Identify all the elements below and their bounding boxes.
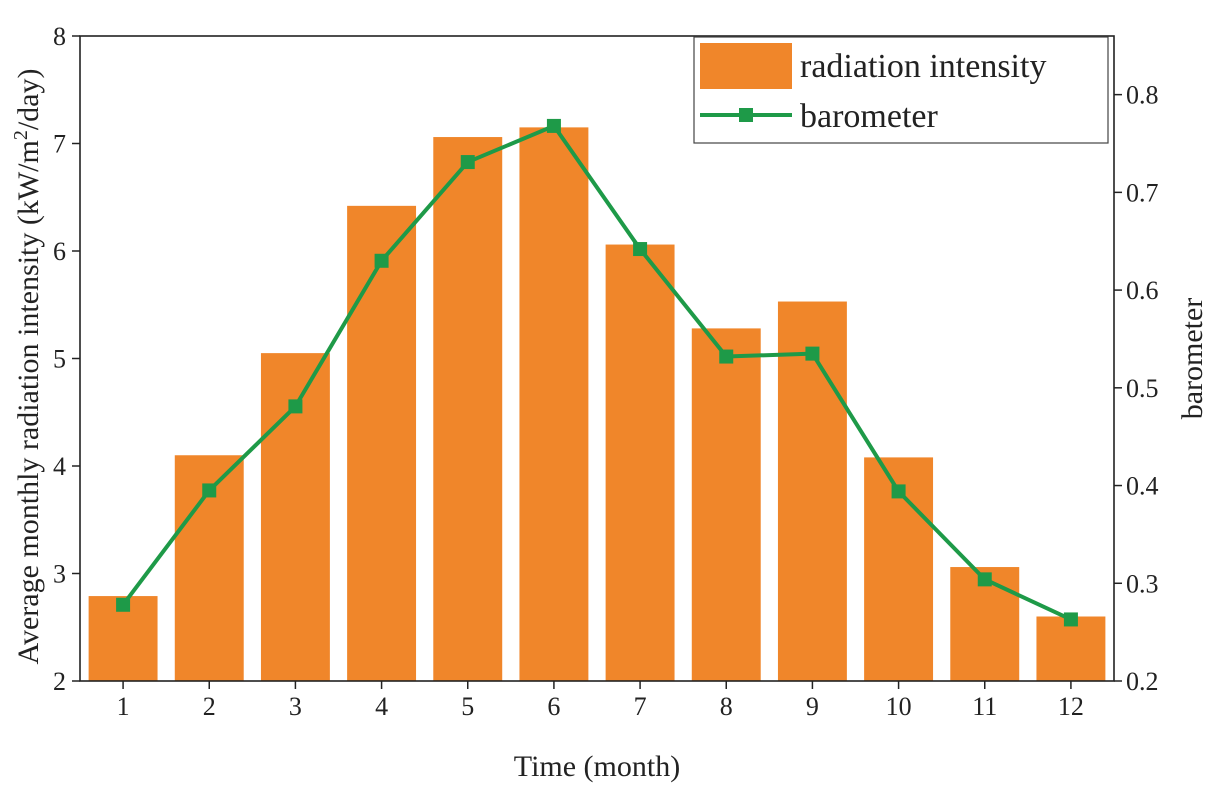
x-axis-title: Time (month) xyxy=(514,750,680,783)
barometer-point-month-12 xyxy=(1063,612,1078,627)
y2-tick-label: 0.3 xyxy=(1126,569,1159,598)
x-tick-label: 11 xyxy=(972,692,997,721)
x-tick-label: 10 xyxy=(886,692,912,721)
legend-swatch-barometer-marker xyxy=(739,108,753,122)
bar-month-8 xyxy=(691,328,761,681)
legend-label-radiation: radiation intensity xyxy=(800,48,1046,85)
y-tick-label: 6 xyxy=(53,237,66,266)
x-tick-label: 12 xyxy=(1058,692,1084,721)
y-tick-label: 4 xyxy=(53,452,66,481)
barometer-point-month-9 xyxy=(805,346,820,361)
y-axis-title-suffix: /day) xyxy=(12,69,45,131)
legend-swatch-radiation xyxy=(700,43,792,89)
x-tick-label: 2 xyxy=(203,692,216,721)
y2-tick-label: 0.4 xyxy=(1126,472,1159,501)
barometer-point-month-1 xyxy=(116,597,131,612)
barometer-point-month-4 xyxy=(374,253,389,268)
x-tick-label: 8 xyxy=(720,692,733,721)
y-axis-title-superscript: 2 xyxy=(10,130,32,140)
barometer-point-month-6 xyxy=(546,118,561,133)
bar-month-12 xyxy=(1036,616,1106,681)
x-tick-label: 4 xyxy=(375,692,388,721)
barometer-point-month-5 xyxy=(460,155,475,170)
barometer-point-month-7 xyxy=(633,242,648,257)
y-tick-label: 3 xyxy=(53,560,66,589)
y2-tick-label: 0.5 xyxy=(1126,374,1159,403)
y2-tick-label: 0.6 xyxy=(1126,276,1159,305)
barometer-point-month-3 xyxy=(288,399,303,414)
axes-layer: 1 2 3 4 5 6 7 8 9 10 11 1223456780.20.30.40.50.60.7… xyxy=(53,22,1159,721)
legend: radiation intensity barometer xyxy=(693,36,1109,144)
y-tick-label: 5 xyxy=(53,345,66,374)
bar-month-5 xyxy=(433,137,503,682)
barometer-line xyxy=(121,123,1072,622)
bar-month-7 xyxy=(605,244,675,682)
barometer-point-month-11 xyxy=(977,572,992,587)
y-axis-title: Average monthly radiation intensity (kW/… xyxy=(10,69,45,665)
y2-tick-label: 0.7 xyxy=(1126,178,1159,207)
x-tick-label: 9 xyxy=(806,692,819,721)
x-tick-label: 6 xyxy=(547,692,560,721)
bar-month-4 xyxy=(347,205,417,681)
line-layer xyxy=(116,118,1078,627)
x-tick-label: 7 xyxy=(634,692,647,721)
x-tick-label: 3 xyxy=(289,692,302,721)
x-tick-label: 1 xyxy=(117,692,130,721)
y-axis-title-prefix: Average monthly radiation intensity (kW/… xyxy=(12,140,45,664)
barometer-point-month-2 xyxy=(202,483,217,498)
x-tick-label: 5 xyxy=(461,692,474,721)
y2-tick-label: 0.8 xyxy=(1126,81,1159,110)
y-tick-label: 7 xyxy=(53,130,66,159)
y2-tick-label: 0.2 xyxy=(1126,667,1159,696)
legend-label-barometer: barometer xyxy=(800,98,938,135)
bar-month-6 xyxy=(519,127,589,681)
y-tick-label: 8 xyxy=(53,22,66,51)
bar-month-9 xyxy=(777,301,847,681)
barometer-point-month-10 xyxy=(891,484,906,499)
bars-layer xyxy=(88,127,1106,682)
y-tick-label: 2 xyxy=(53,667,66,696)
y2-axis-title: barometer xyxy=(1176,298,1209,420)
barometer-point-month-8 xyxy=(719,349,734,364)
